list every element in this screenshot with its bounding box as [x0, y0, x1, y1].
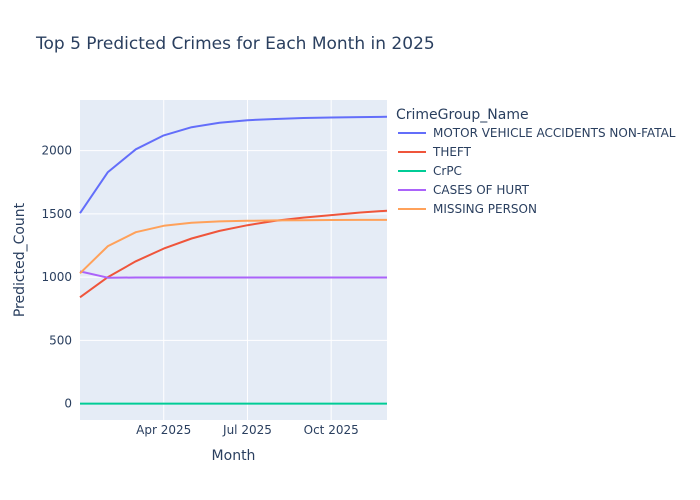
series-lines	[79, 115, 388, 405]
x-tick-label: Oct 2025	[304, 423, 359, 437]
y-tick-label: 0	[64, 397, 72, 411]
legend-label: CrPC	[433, 164, 462, 178]
series-line-missing-person	[79, 218, 387, 275]
legend-item-missing-person[interactable]: MISSING PERSON	[398, 202, 537, 216]
series-line-cases-of-hurt	[79, 270, 387, 279]
legend-title: CrimeGroup_Name	[396, 107, 529, 123]
chart-title: Top 5 Predicted Crimes for Each Month in…	[36, 34, 435, 54]
x-axis-title: Month	[212, 448, 256, 464]
legend[interactable]: CrimeGroup_Name MOTOR VEHICLE ACCIDENTS …	[396, 107, 676, 216]
legend-item-crpc[interactable]: CrPC	[398, 164, 462, 178]
y-tick-label: 2000	[41, 144, 72, 158]
legend-label: MOTOR VEHICLE ACCIDENTS NON-FATAL	[433, 126, 676, 140]
legend-item-motor-vehicle-accidents-non-fatal[interactable]: MOTOR VEHICLE ACCIDENTS NON-FATAL	[398, 126, 676, 140]
plot-area	[80, 100, 387, 420]
legend-label: THEFT	[432, 145, 472, 159]
y-axis-title: Predicted_Count	[12, 202, 28, 317]
tick-labels: 0 500 1000 1500 2000 Apr 2025 Jul 2025 Oct 2025	[41, 144, 358, 437]
legend-label: MISSING PERSON	[433, 202, 537, 216]
x-tick-label: Apr 2025	[136, 423, 191, 437]
legend-label: CASES OF HURT	[433, 183, 530, 197]
series-line-theft	[79, 209, 388, 299]
x-tick-label: Jul 2025	[222, 423, 272, 437]
y-tick-label: 500	[49, 333, 72, 347]
legend-item-cases-of-hurt[interactable]: CASES OF HURT	[398, 183, 530, 197]
series-line-motor-vehicle-accidents-non-fatal	[79, 115, 388, 214]
y-tick-label: 1000	[41, 270, 72, 284]
y-tick-label: 1500	[41, 207, 72, 221]
legend-item-theft[interactable]: THEFT	[398, 145, 472, 159]
